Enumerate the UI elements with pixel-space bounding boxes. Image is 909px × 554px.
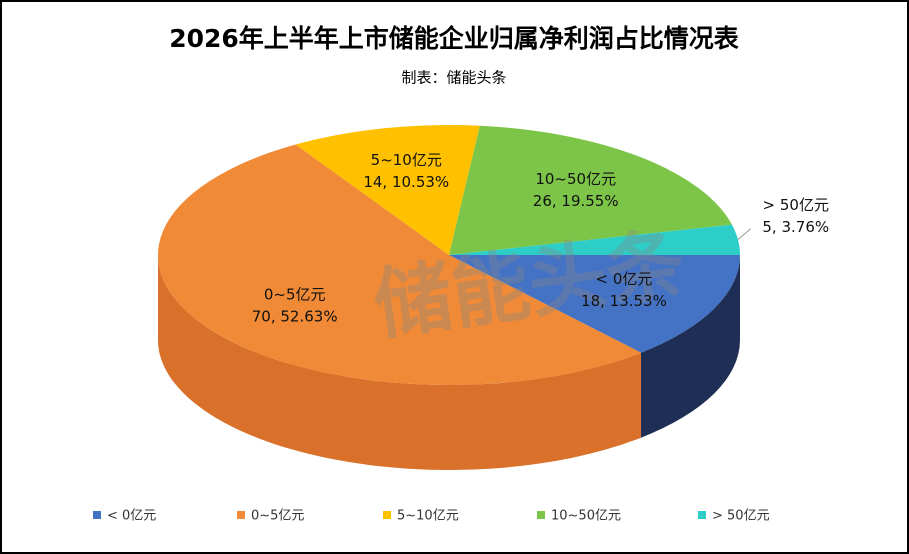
slice-side	[158, 255, 641, 471]
data-label-category: 10~50亿元	[535, 170, 616, 188]
slice	[449, 125, 732, 256]
data-label: 14, 10.53%	[363, 173, 449, 191]
leader-line	[737, 228, 752, 241]
data-label-category: > 50亿元	[763, 196, 829, 214]
legend-label: > 50亿元	[712, 509, 770, 524]
legend-swatch	[93, 511, 101, 519]
legend-label: 10~50亿元	[551, 509, 621, 524]
data-label: 26, 19.55%	[533, 192, 619, 210]
legend-label: < 0亿元	[107, 509, 156, 524]
data-label-category: < 0亿元	[596, 270, 653, 288]
data-label: 70, 52.63%	[252, 308, 338, 326]
legend-swatch	[383, 511, 391, 519]
slice	[157, 144, 641, 386]
slice	[295, 125, 480, 256]
data-label-category: 5~10亿元	[371, 151, 442, 169]
slice	[449, 255, 740, 353]
legend-swatch	[537, 511, 545, 519]
chart-title: 2026年上半年上市储能企业归属净利润占比情况表	[169, 24, 740, 53]
data-label: 5, 3.76%	[762, 218, 829, 236]
legend: < 0亿元 0~5亿元 5~10亿元 10~50亿元 > 50亿元	[93, 509, 770, 524]
slice	[449, 224, 740, 255]
data-label: 18, 13.53%	[581, 292, 667, 310]
slice-side	[640, 255, 740, 438]
legend-swatch	[237, 511, 245, 519]
legend-swatch	[698, 511, 706, 519]
legend-label: 0~5亿元	[251, 509, 304, 524]
legend-label: 5~10亿元	[397, 509, 459, 524]
chart-subtitle: 制表：储能头条	[401, 69, 506, 87]
data-label-category: 0~5亿元	[264, 286, 326, 304]
